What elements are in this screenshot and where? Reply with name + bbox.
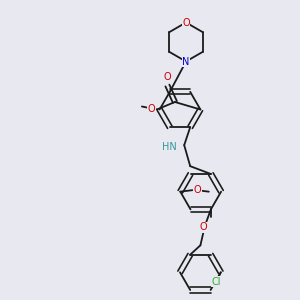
Text: O: O [194, 185, 201, 195]
Text: Cl: Cl [212, 277, 221, 287]
Text: HN: HN [162, 142, 177, 152]
Text: O: O [164, 72, 171, 82]
Text: N: N [182, 56, 190, 67]
Text: O: O [182, 17, 190, 28]
Text: O: O [148, 104, 155, 115]
Text: O: O [200, 222, 207, 232]
